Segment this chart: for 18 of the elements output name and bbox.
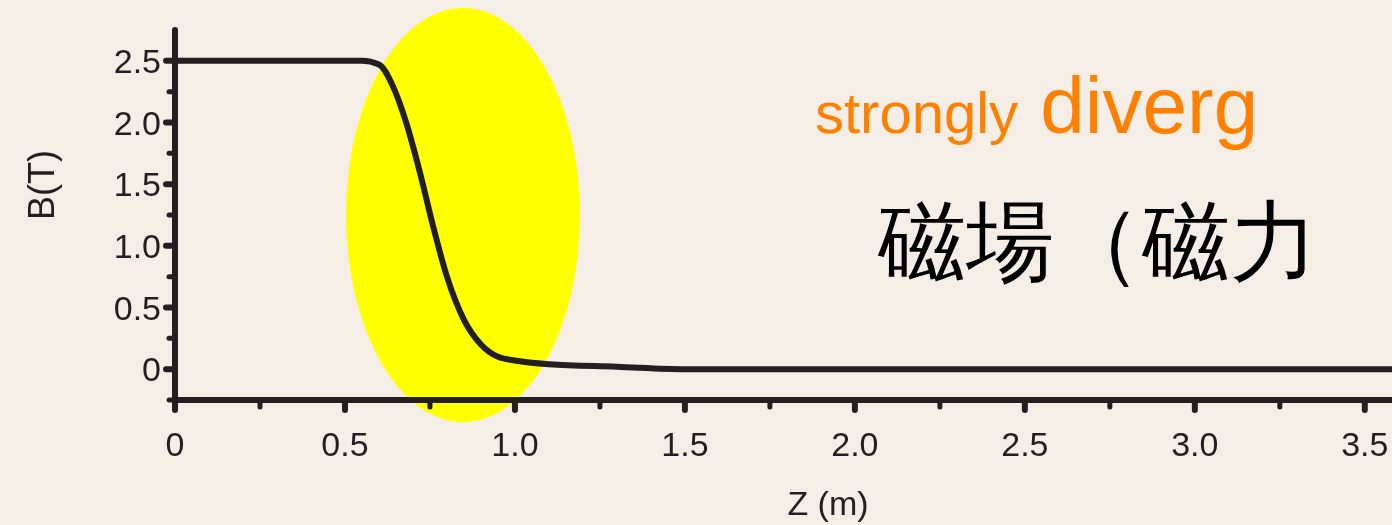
y-tick-label: 1.5 — [113, 165, 161, 204]
x-tick-label: 3.5 — [1341, 425, 1389, 463]
y-tick-label: 1.0 — [113, 226, 161, 265]
y-tick-label: 0.5 — [113, 288, 161, 327]
x-tick-label: 0.5 — [321, 425, 369, 463]
x-tick-label: 1.0 — [491, 425, 539, 463]
y-tick-label: 2.5 — [113, 41, 161, 80]
x-tick-label: 0 — [165, 425, 185, 463]
x-axis-title: Z (m) — [787, 484, 869, 522]
x-tick-label: 2.5 — [1001, 425, 1049, 463]
x-tick-label: 2.0 — [831, 425, 879, 463]
x-tick-label: 3.0 — [1171, 425, 1219, 463]
x-tick-label: 1.5 — [661, 425, 709, 463]
y-tick-label: 2.0 — [113, 103, 161, 142]
annotation: strongly diverg — [815, 61, 1259, 150]
annotation: 磁場（磁力 — [877, 190, 1318, 293]
y-axis-title: B(T) — [21, 150, 62, 220]
y-tick-label: 0 — [142, 350, 161, 389]
